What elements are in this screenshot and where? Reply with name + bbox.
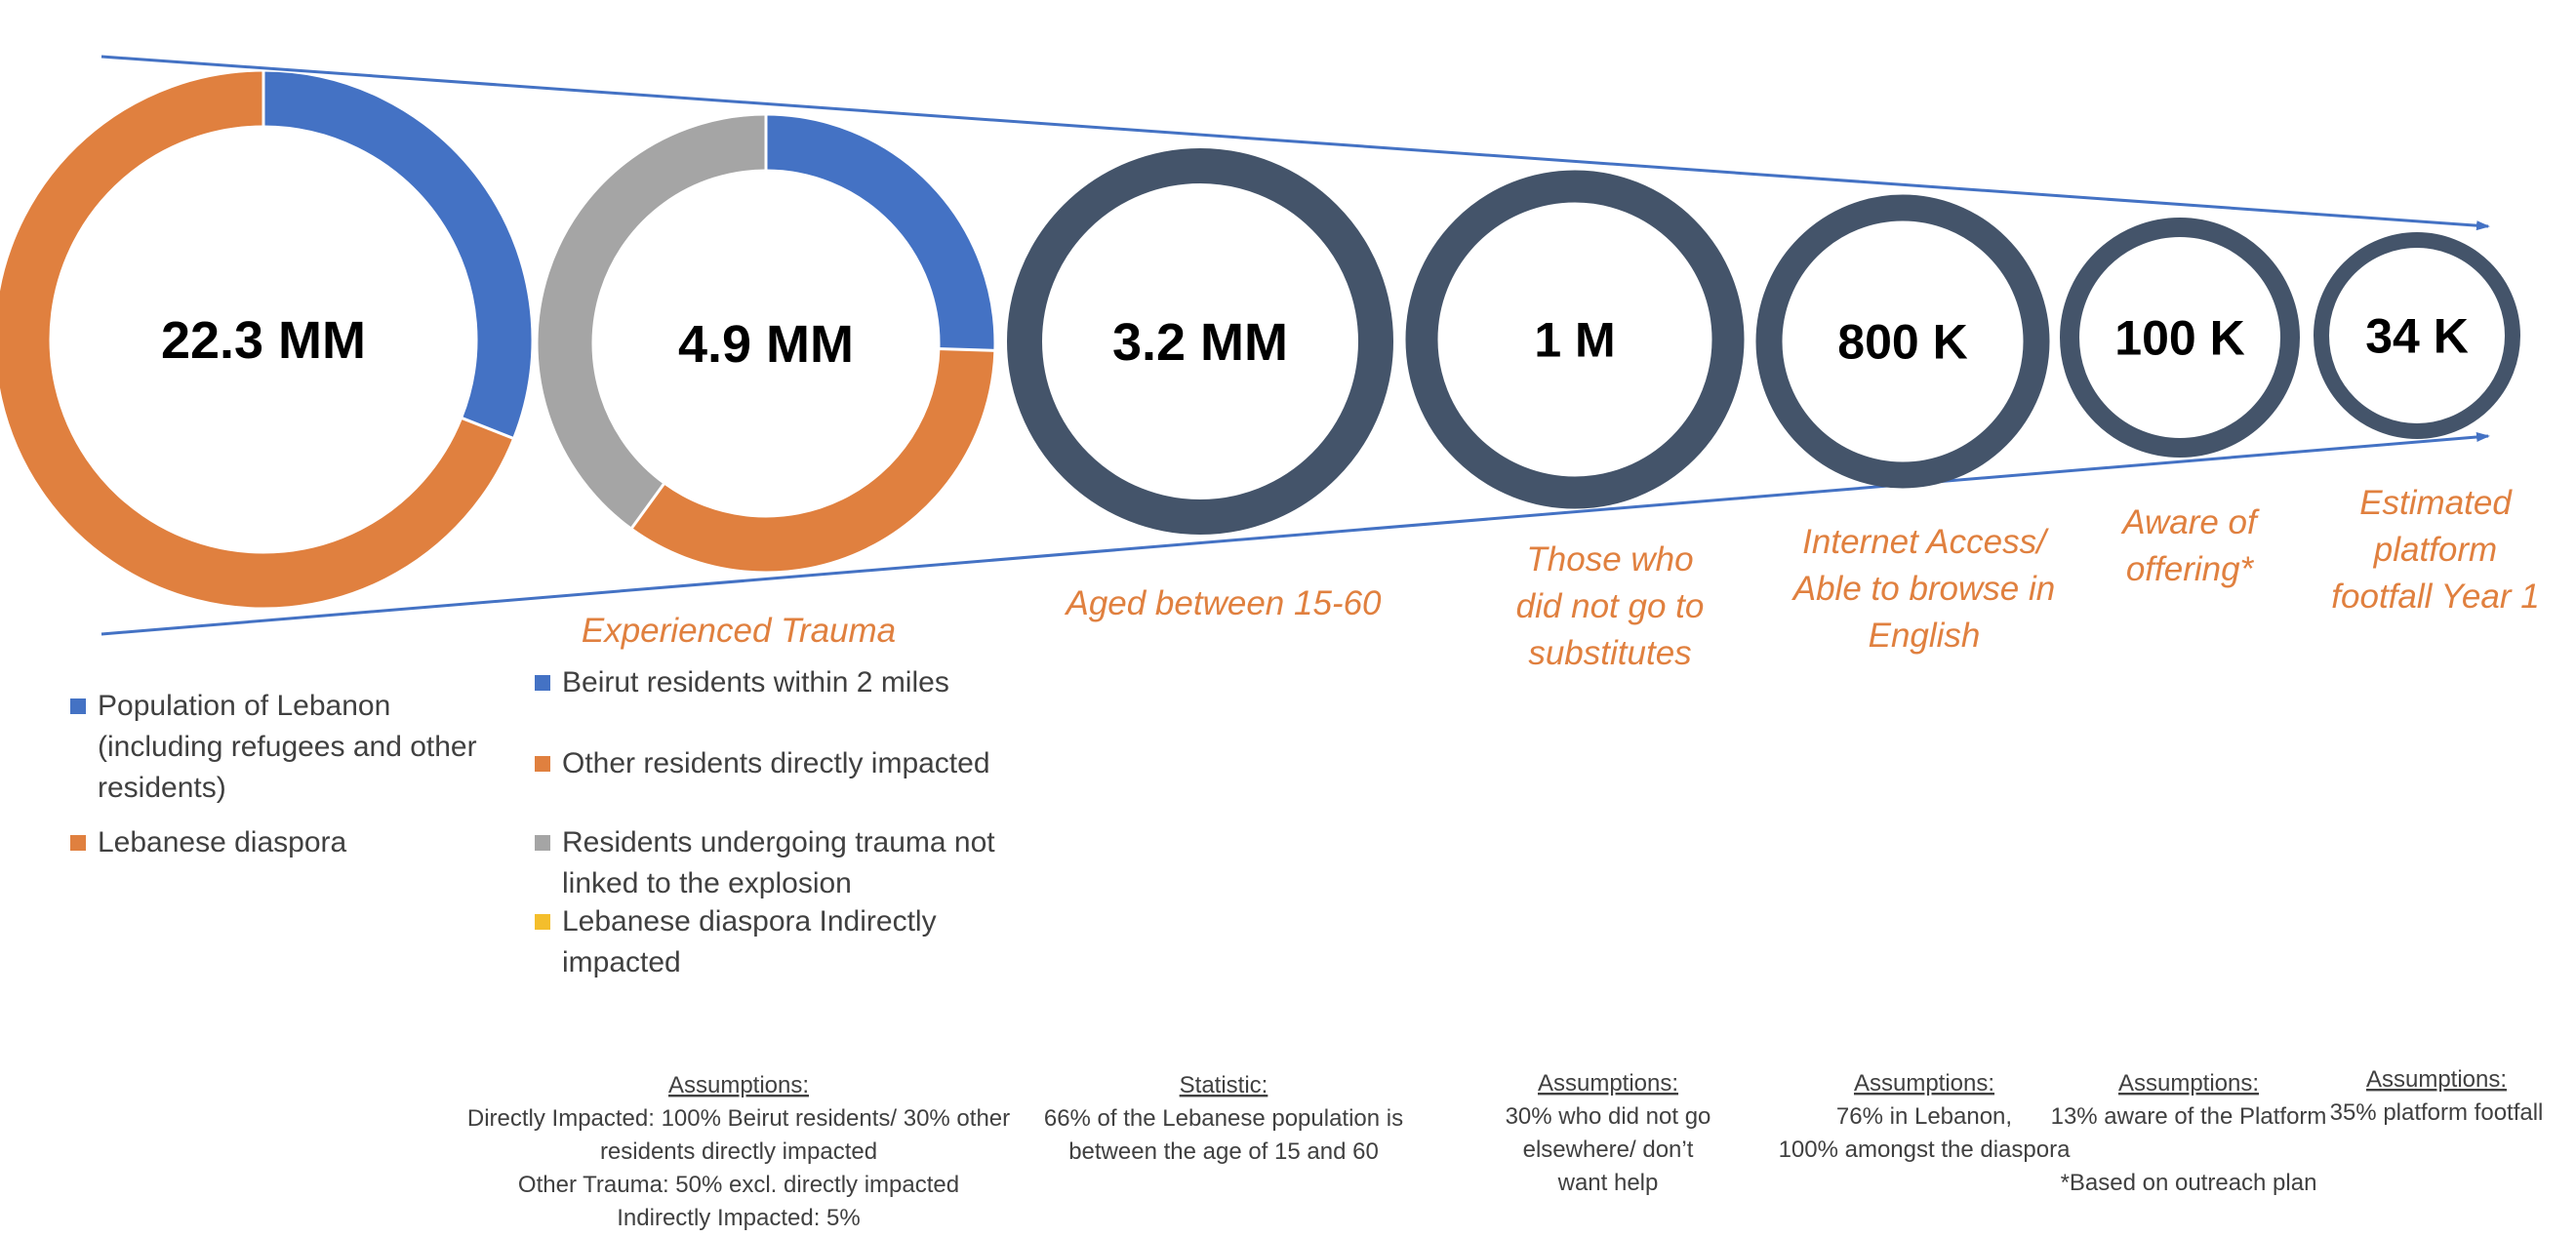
assumption-note-3: Assumptions: 30% who did not go elsewhere/… [1506,1070,1711,1196]
stage-label-7: Estimated platform footfall Year 1 [2331,484,2539,616]
stage-ring-2: 4.9 MM [538,113,996,572]
stage-ring-5: 800 K [1755,194,2050,489]
legend-label: Lebanese diaspora Indirectly impacted [562,905,937,978]
stage-label-4: Those who did not go to substitutes [1516,540,1705,672]
segment-separator [938,347,996,352]
note-line: residents directly impacted [600,1138,877,1165]
stage-value: 1 M [1534,313,1615,368]
donut-segment-2 [0,71,513,608]
stage-value: 800 K [1837,315,1967,370]
legend-population-item-2: Lebanese diaspora [70,826,347,858]
legend-trauma-item-3: Residents undergoing trauma not linked to… [535,826,995,899]
stage-ring-4: 1 M [1405,170,1745,509]
note-heading: Assumptions: [1538,1070,1678,1097]
legend-population-item-1: Population of Lebanon (including refugees… [70,690,477,804]
note-heading: Statistic: [1180,1072,1268,1098]
donut-segment-3 [538,115,767,528]
donut-segment-2 [631,348,994,572]
assumption-note-1: Assumptions: Directly Impacted: 100% Beir… [467,1072,1010,1231]
funnel-top-line [101,55,2490,231]
legend-trauma: Beirut residents within 2 miles Other res… [535,666,995,978]
funnel-bottom-line [101,432,2490,636]
legend-trauma-item-2: Other residents directly impacted [535,747,990,779]
ring-circle [2060,218,2300,458]
note-line: 30% who did not go [1506,1103,1711,1130]
stage-ring-6: 100 K [2060,218,2300,458]
legend-label: Residents undergoing trauma not linked to… [562,826,995,899]
legend-label: Population of Lebanon (including refugees… [98,690,477,804]
note-line: Other Trauma: 50% excl. directly impacte… [518,1172,959,1198]
stage-value: 34 K [2365,309,2469,364]
note-line: elsewhere/ don’t [1523,1137,1694,1163]
stage-labels: Experienced Trauma Aged between 15-60 Thos… [582,484,2540,672]
legend-swatch [70,835,86,851]
note-heading: Assumptions: [1854,1070,1994,1097]
stage-value: 22.3 MM [161,311,366,370]
stage-ring-3: 3.2 MM [1007,148,1393,535]
segment-separator [629,481,666,531]
assumption-note-4: Assumptions: 76% in Lebanon, 100% amongst … [1779,1070,2072,1163]
note-line: 66% of the Lebanese population is [1044,1105,1403,1132]
legend-swatch [70,698,86,714]
note-heading: Assumptions: [668,1072,809,1098]
stage-rings: 22.3 MM 4.9 MM 3.2 MM 1 M 800 K 100 K 34 K [0,69,2520,608]
note-line: 13% aware of the Platform [2051,1103,2327,1130]
legend-trauma-item-4: Lebanese diaspora Indirectly impacted [535,905,937,978]
legend-swatch [535,756,550,772]
donut-segment-1 [262,71,532,439]
ring-circle [1755,194,2050,489]
legend-trauma-item-1: Beirut residents within 2 miles [535,666,949,698]
stage-ring-7: 34 K [2314,232,2520,439]
ring-circle [2314,232,2520,439]
assumption-note-5: Assumptions: 13% aware of the Platform *Ba… [2051,1070,2327,1196]
legend-swatch [535,675,550,691]
stage-label-3: Aged between 15-60 [1064,584,1382,622]
legend-population: Population of Lebanon (including refugees… [70,690,477,858]
stage-ring-1: 22.3 MM [0,69,532,608]
legend-swatch [535,835,550,851]
stage-label-5: Internet Access/Able to browse in English [1791,523,2055,655]
stage-value: 3.2 MM [1112,313,1288,372]
stage-value: 100 K [2114,311,2244,366]
note-line: 35% platform footfall [2330,1099,2544,1126]
note-line: Indirectly Impacted: 5% [617,1205,860,1231]
note-heading: Assumptions: [2118,1070,2259,1097]
assumption-note-6: Assumptions: 35% platform footfall [2330,1066,2544,1126]
donut-segment-1 [765,115,994,351]
legend-label: Other residents directly impacted [562,747,990,779]
segment-separator [460,416,515,441]
ring-circle [1405,170,1745,509]
legend-swatch [535,914,550,930]
ring-circle [1007,148,1393,535]
note-line: want help [1557,1170,1659,1196]
note-line: 100% amongst the diaspora [1779,1137,2072,1163]
legend-label: Beirut residents within 2 miles [562,666,949,698]
legend-label: Lebanese diaspora [98,826,347,858]
note-line: *Based on outreach plan [2061,1170,2317,1196]
funnel-outline [101,55,2490,636]
stage-value: 4.9 MM [678,315,854,374]
stage-label-2: Experienced Trauma [582,612,896,650]
stage-label-6: Aware of offering* [2120,503,2260,588]
note-heading: Assumptions: [2366,1066,2507,1093]
note-line: between the age of 15 and 60 [1068,1138,1379,1165]
assumption-note-2: Statistic: 66% of the Lebanese population… [1044,1072,1403,1165]
note-line: 76% in Lebanon, [1836,1103,2012,1130]
note-line: Directly Impacted: 100% Beirut residents… [467,1105,1010,1132]
assumption-notes: Assumptions: Directly Impacted: 100% Beir… [467,1066,2544,1231]
